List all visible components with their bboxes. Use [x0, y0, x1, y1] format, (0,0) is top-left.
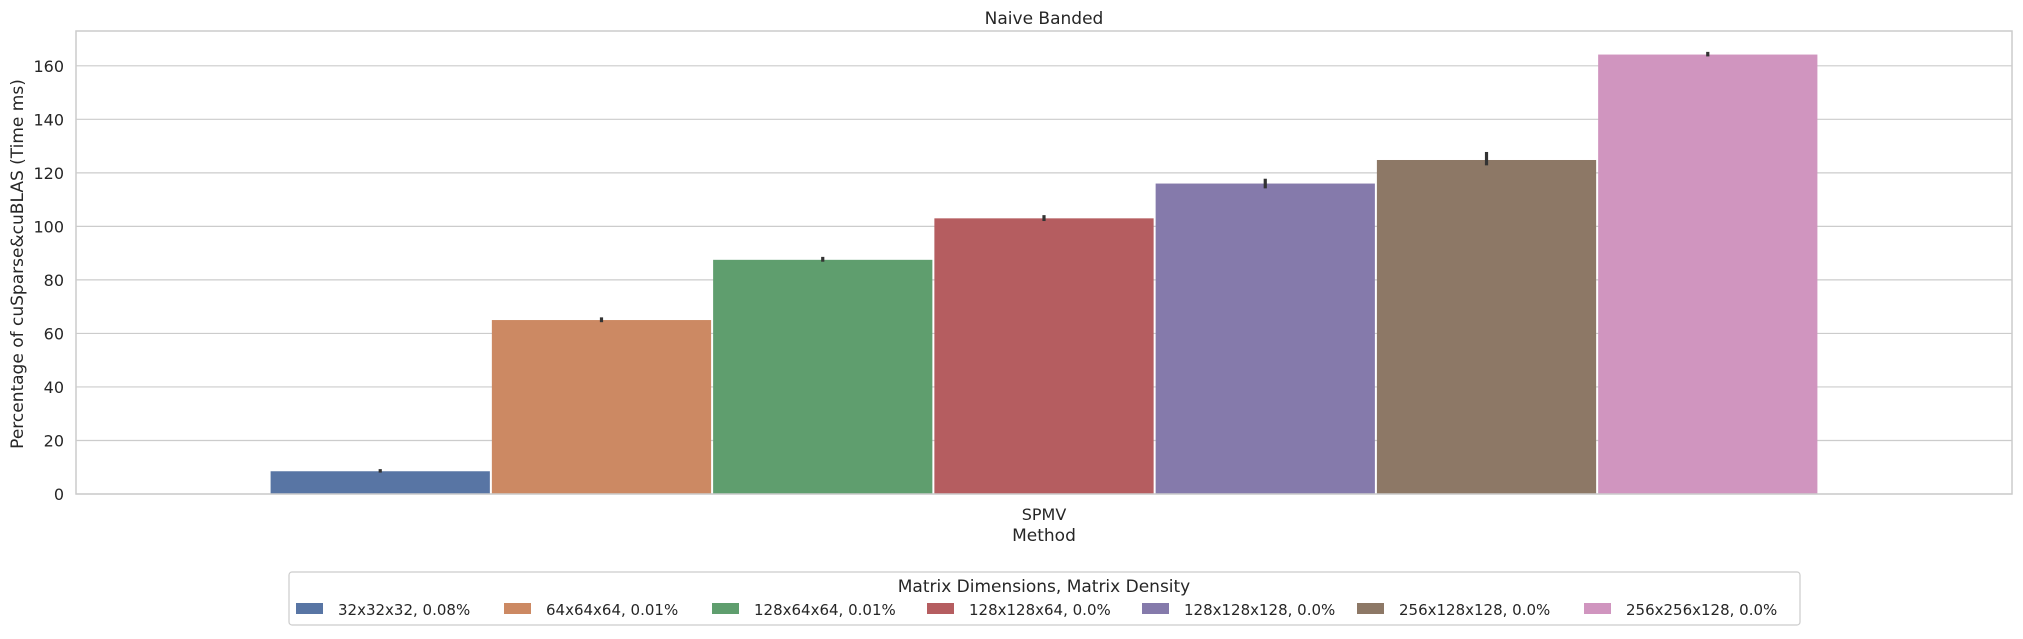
legend-swatch	[296, 603, 323, 614]
y-tick-label: 140	[33, 110, 64, 129]
y-tick-labels: 0 20 40 60 80 100 120 140 160	[33, 57, 64, 504]
y-tick-label: 100	[33, 217, 64, 236]
legend-label: 128x128x128, 0.0%	[1184, 601, 1335, 619]
legend-item: 256x128x128, 0.0%	[1357, 601, 1550, 619]
y-tick-label: 80	[44, 271, 64, 290]
bars	[270, 54, 1818, 494]
bar	[1376, 159, 1597, 494]
y-axis-label: Percentage of cuSparse&cuBLAS (Time ms)	[8, 79, 28, 449]
bar	[270, 471, 490, 494]
legend-label: 32x32x32, 0.08%	[338, 601, 470, 619]
legend-title: Matrix Dimensions, Matrix Density	[898, 577, 1191, 597]
legend-item: 64x64x64, 0.01%	[504, 601, 678, 619]
y-tick-label: 160	[33, 57, 64, 76]
legend-label: 64x64x64, 0.01%	[546, 601, 678, 619]
legend-label: 256x256x128, 0.0%	[1626, 601, 1777, 619]
bar	[713, 259, 933, 494]
bar	[934, 218, 1154, 494]
legend-box	[288, 571, 1801, 626]
legend-swatch	[712, 603, 739, 614]
legend-item: 256x256x128, 0.0%	[1584, 601, 1777, 619]
x-tick-label: SPMV	[1022, 505, 1067, 524]
legend-item: 128x128x128, 0.0%	[1142, 601, 1335, 619]
bar	[1598, 54, 1818, 494]
legend-label: 128x128x64, 0.0%	[969, 601, 1111, 619]
bar	[1155, 183, 1375, 494]
legend-label: 256x128x128, 0.0%	[1399, 601, 1550, 619]
legend-swatch	[1142, 603, 1169, 614]
legend: Matrix Dimensions, Matrix Density 32x32x…	[288, 571, 1801, 626]
y-tick-label: 20	[44, 431, 64, 450]
legend-items: 32x32x32, 0.08% 64x64x64, 0.01% 128x64x64,…	[296, 601, 1777, 619]
legend-swatch	[1357, 603, 1384, 614]
y-tick-label: 0	[54, 485, 64, 504]
x-tick-labels: SPMV	[1022, 505, 1067, 524]
y-tick-label: 40	[44, 378, 64, 397]
legend-item: 32x32x32, 0.08%	[296, 601, 470, 619]
bar	[491, 320, 712, 494]
legend-label: 128x64x64, 0.01%	[754, 601, 896, 619]
x-axis-label: Method	[1012, 526, 1076, 546]
legend-item: 128x64x64, 0.01%	[712, 601, 896, 619]
y-tick-label: 60	[44, 324, 64, 343]
legend-item: 128x128x64, 0.0%	[927, 601, 1111, 619]
y-tick-label: 120	[33, 164, 64, 183]
legend-swatch	[504, 603, 531, 614]
legend-swatch	[927, 603, 954, 614]
chart-title: Naive Banded	[985, 9, 1104, 29]
error-bars	[378, 51, 1710, 473]
legend-swatch	[1584, 603, 1611, 614]
plot-frame	[75, 30, 2013, 495]
